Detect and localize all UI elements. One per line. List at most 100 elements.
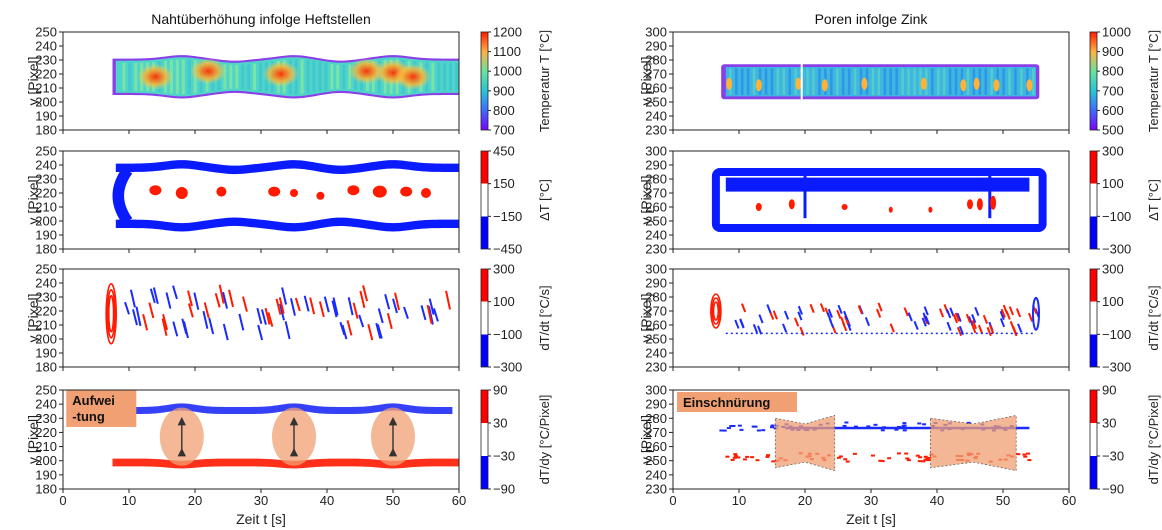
y-tick-label: 290 bbox=[645, 276, 667, 291]
colorbar-tick-label: 100 bbox=[493, 294, 515, 309]
data-layer bbox=[112, 55, 459, 99]
temperature-stripe bbox=[235, 64, 239, 89]
hot-spot bbox=[993, 79, 1000, 92]
y-tick-label: 240 bbox=[645, 346, 667, 361]
y-tick-label: 180 bbox=[35, 360, 57, 375]
hot-spot bbox=[861, 77, 868, 90]
dTdt-streak bbox=[739, 319, 745, 329]
gradient-band-bottom bbox=[917, 460, 922, 463]
gradient-band-bottom bbox=[878, 459, 883, 462]
colorbar bbox=[480, 31, 489, 131]
temperature-stripe bbox=[306, 60, 310, 94]
gradient-band-bottom bbox=[836, 456, 841, 459]
dTdt-streak bbox=[281, 287, 288, 305]
y-tick-label: 280 bbox=[645, 290, 667, 305]
temperature-stripe bbox=[913, 68, 916, 95]
y-tick-label: 240 bbox=[35, 276, 57, 291]
temperature-stripe bbox=[437, 62, 441, 91]
colorbar-label: Temperatur T [°C] bbox=[1146, 30, 1161, 132]
dTdt-streak bbox=[876, 308, 882, 318]
gradient-band-bottom bbox=[870, 454, 875, 457]
dTdt-streak bbox=[903, 307, 909, 317]
dTdt-streak bbox=[772, 310, 778, 320]
dTdt-streak bbox=[986, 326, 992, 337]
temperature-stripe bbox=[859, 68, 863, 95]
dTdt-streak bbox=[187, 303, 194, 318]
colorbar bbox=[480, 389, 489, 490]
dTdt-streak bbox=[1027, 312, 1034, 322]
temperature-stripe bbox=[181, 59, 185, 95]
y-tick-label: 250 bbox=[645, 453, 667, 468]
dTdt-streak bbox=[974, 306, 980, 316]
dTdt-streak bbox=[303, 295, 310, 312]
dTdt-streak bbox=[427, 306, 434, 325]
x-tick-label: 10 bbox=[122, 493, 136, 508]
temperature-stripe bbox=[1032, 68, 1035, 95]
colorbar-tick-label: −90 bbox=[493, 482, 515, 497]
y-tick-label: 290 bbox=[645, 397, 667, 412]
temperature-stripe bbox=[336, 64, 340, 89]
dTdt-streak bbox=[278, 297, 285, 314]
temperature-stripe bbox=[830, 68, 833, 95]
cooling-band-top bbox=[725, 177, 1030, 192]
y-tick-label: 230 bbox=[35, 290, 57, 305]
gradient-band-bottom bbox=[730, 458, 735, 461]
y-tick-label: 260 bbox=[645, 439, 667, 454]
dTdt-streak bbox=[352, 302, 359, 319]
dTdt-ring bbox=[712, 301, 720, 321]
dTdt-streak bbox=[403, 306, 409, 319]
dTdt-streak bbox=[837, 304, 843, 314]
colorbar-tick-label: 800 bbox=[493, 103, 515, 118]
temperature-stripe bbox=[1008, 68, 1011, 95]
temperature-stripe bbox=[312, 61, 316, 93]
colorbar-tick-label: 600 bbox=[1102, 103, 1124, 118]
dTdt-streak bbox=[949, 307, 955, 317]
colorbar-tick-label: −450 bbox=[493, 242, 522, 257]
x-tick-label: 20 bbox=[188, 493, 202, 508]
x-tick-label: 40 bbox=[930, 493, 944, 508]
dTdt-streak bbox=[840, 316, 846, 326]
dTdt-streak bbox=[757, 325, 763, 335]
dTdt-ring bbox=[711, 297, 721, 325]
dTdt-streak bbox=[938, 308, 945, 318]
temperature-stripe bbox=[735, 68, 738, 95]
gradient-band-bottom bbox=[742, 458, 747, 461]
x-axis-label: Zeit t [s] bbox=[236, 511, 286, 527]
gradient-band-top bbox=[729, 425, 734, 428]
y-tick-label: 300 bbox=[645, 262, 667, 277]
y-tick-label: 240 bbox=[645, 467, 667, 482]
colorbar-label: dT/dt [°C/s] bbox=[537, 285, 552, 350]
y-tick-label: 230 bbox=[645, 482, 667, 497]
temperature-stripe bbox=[853, 68, 857, 95]
gradient-band-top bbox=[853, 425, 858, 428]
gradient-band-bottom bbox=[880, 460, 885, 463]
y-tick-label: 210 bbox=[35, 318, 57, 333]
gradient-band-bottom bbox=[918, 456, 923, 459]
y-tick-label: 210 bbox=[35, 81, 57, 96]
gradient-band-bottom bbox=[766, 454, 771, 457]
dTdt-streak bbox=[445, 290, 451, 310]
plot-area bbox=[63, 269, 459, 367]
dTdt-streak bbox=[222, 323, 229, 341]
temperature-stripe bbox=[907, 68, 910, 95]
constriction-region bbox=[930, 414, 1017, 472]
gradient-band-bottom bbox=[925, 457, 930, 460]
dTdt-streak bbox=[799, 326, 805, 336]
colorbar-tick-label: −300 bbox=[1102, 360, 1131, 375]
gradient-band-bottom bbox=[896, 452, 901, 455]
heating-blob bbox=[290, 189, 298, 197]
colorbar bbox=[1089, 268, 1098, 368]
temperature-stripe bbox=[134, 62, 138, 91]
temperature-stripe bbox=[937, 68, 940, 95]
dTdt-streak bbox=[999, 310, 1005, 321]
plot-area bbox=[673, 151, 1069, 249]
colorbar-label: dT/dt [°C/s] bbox=[1146, 285, 1161, 350]
y-tick-label: 300 bbox=[645, 25, 667, 40]
temperature-stripe bbox=[901, 68, 904, 95]
y-tick-label: 240 bbox=[35, 158, 57, 173]
dTdt-streak bbox=[921, 317, 927, 327]
y-tick-label: 210 bbox=[35, 200, 57, 215]
dTdt-streak bbox=[181, 318, 188, 335]
gradient-band-bottom bbox=[771, 460, 776, 463]
